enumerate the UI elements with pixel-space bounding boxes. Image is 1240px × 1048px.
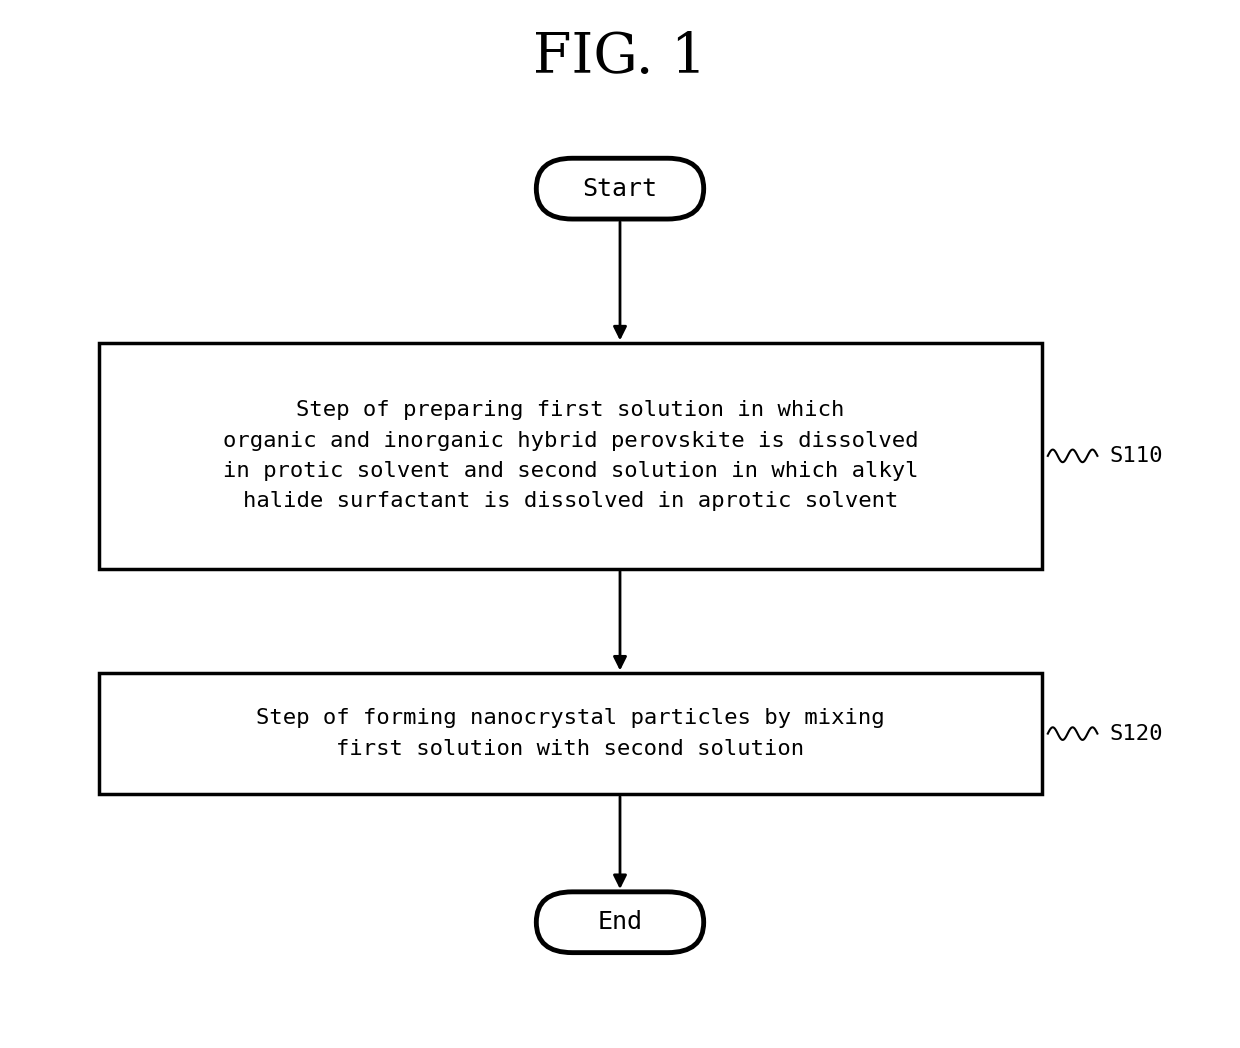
FancyBboxPatch shape <box>536 892 704 953</box>
Text: S110: S110 <box>1110 445 1163 466</box>
Text: Step of forming nanocrystal particles by mixing
first solution with second solut: Step of forming nanocrystal particles by… <box>257 708 884 759</box>
Text: FIG. 1: FIG. 1 <box>533 30 707 85</box>
FancyBboxPatch shape <box>536 158 704 219</box>
Text: Start: Start <box>583 177 657 200</box>
Text: S120: S120 <box>1110 723 1163 744</box>
FancyBboxPatch shape <box>99 674 1042 794</box>
FancyBboxPatch shape <box>99 344 1042 568</box>
Text: End: End <box>598 911 642 934</box>
Text: Step of preparing first solution in which
organic and inorganic hybrid perovskit: Step of preparing first solution in whic… <box>223 400 918 511</box>
